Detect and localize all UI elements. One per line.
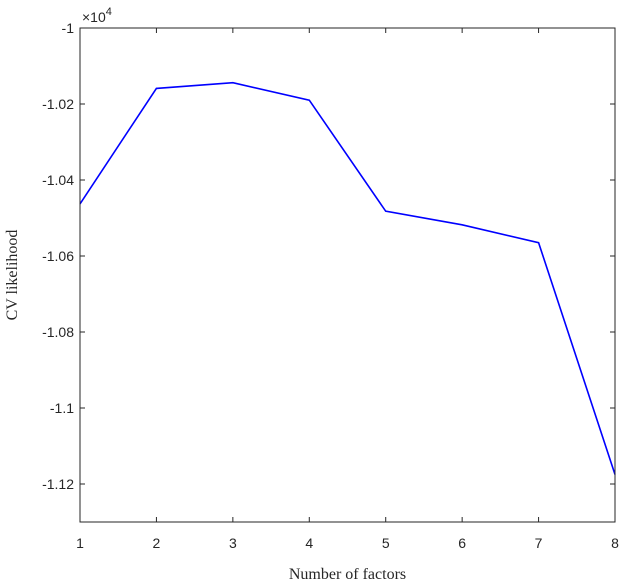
series-layer	[79, 81, 616, 475]
x-tick-label: 5	[382, 535, 390, 551]
exponent-label: ×104	[82, 6, 112, 25]
x-tick-label: 3	[229, 535, 237, 551]
x-tick-label: 1	[76, 535, 84, 551]
exponent-power: 4	[106, 6, 112, 18]
series-line	[79, 81, 616, 475]
y-tick-label: -1.12	[42, 476, 74, 492]
x-tick-label: 4	[305, 535, 313, 551]
y-tick-label: -1.04	[42, 172, 74, 188]
y-tick-labels: -1.12 -1.1 -1.08 -1.06 -1.04 -1.02 -1	[42, 20, 74, 492]
plot-frame	[79, 27, 616, 523]
y-tick-label: -1	[62, 20, 75, 36]
y-tick-label: -1.08	[42, 324, 74, 340]
x-tick-label: 6	[458, 535, 466, 551]
x-tick-labels: 1 2 3 4 5 6 7 8	[76, 535, 619, 551]
plot-area	[80, 28, 615, 522]
x-axis-title: Number of factors	[289, 566, 406, 583]
y-tick-label: -1.02	[42, 96, 74, 112]
y-tick-label: -1.06	[42, 248, 74, 264]
x-tick-label: 8	[611, 535, 619, 551]
x-tick-label: 2	[153, 535, 161, 551]
x-tick-label: 7	[535, 535, 543, 551]
exponent-prefix: ×10	[82, 9, 106, 25]
y-axis-title: CV likelihood	[4, 230, 21, 321]
y-tick-label: -1.1	[50, 400, 74, 416]
